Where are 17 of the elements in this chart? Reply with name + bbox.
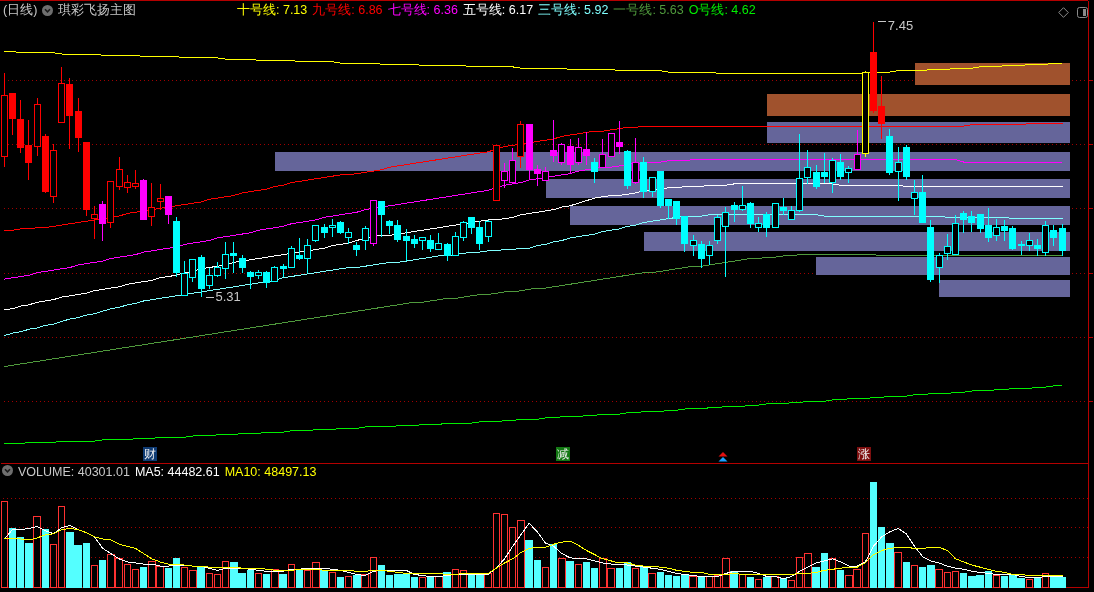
text: 一号线: 5.63: [613, 3, 684, 18]
annotation: 5.31: [215, 289, 241, 305]
text: 十号线: 7.13: [237, 3, 308, 18]
text: MA5: 44482.61: [134, 465, 220, 480]
annotation: 财: [143, 447, 157, 461]
text: MA10: 48497.13: [224, 465, 317, 480]
text: 九号线: 6.86: [312, 3, 383, 18]
text: 三号线: 5.92: [538, 3, 609, 18]
chart-subtitle: 琪彩飞扬主图: [58, 3, 137, 18]
chart-title: (日线): [3, 3, 38, 18]
annotation: 减: [556, 447, 570, 461]
annotation: 7.45: [887, 17, 914, 33]
text: O号线: 4.62: [688, 3, 756, 18]
text: 七号线: 6.36: [387, 3, 458, 18]
annotation: 涨: [857, 447, 871, 461]
series-label: VOLUME: 40301.01: [18, 465, 130, 480]
text: 五号线: 6.17: [462, 3, 534, 18]
